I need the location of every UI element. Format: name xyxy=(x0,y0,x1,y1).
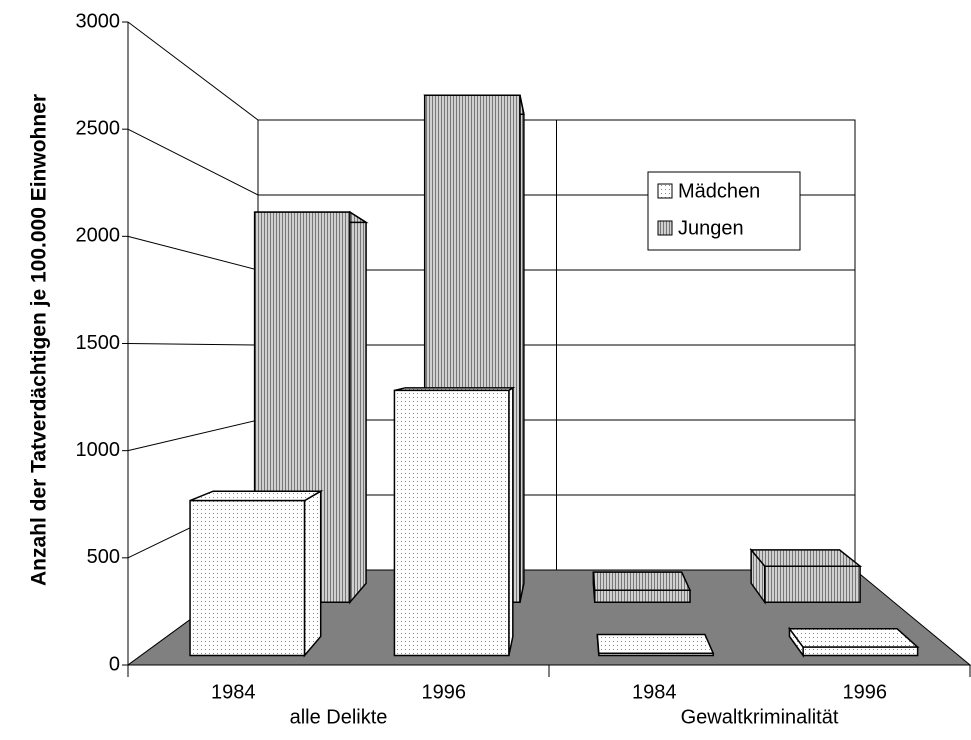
legend-swatch xyxy=(657,220,673,236)
legend-label: Jungen xyxy=(678,217,744,239)
group-label: alle Delikte xyxy=(290,706,388,728)
bar xyxy=(598,652,714,657)
y-tick-label: 2000 xyxy=(76,225,121,247)
grid-line xyxy=(127,21,855,121)
y-tick-label: 500 xyxy=(87,546,120,568)
bar xyxy=(594,589,691,604)
bar-top xyxy=(596,633,715,655)
y-tick-label: 1500 xyxy=(76,332,121,354)
bar-side xyxy=(303,489,322,658)
legend-label: Mädchen xyxy=(678,180,760,202)
y-axis-label: Anzahl der Tatverdächtigen je 100.000 Ei… xyxy=(28,94,51,586)
x-tick-label: 1984 xyxy=(211,681,256,703)
bar-top xyxy=(189,490,324,502)
bar-top xyxy=(749,549,863,567)
bar xyxy=(802,646,919,657)
y-tick-label: 1000 xyxy=(76,439,121,461)
bar xyxy=(189,499,306,657)
y-tick-label: 0 xyxy=(109,653,120,675)
bar-top xyxy=(787,627,920,648)
bar xyxy=(393,389,510,657)
x-tick-label: 1996 xyxy=(422,681,467,703)
bar-top xyxy=(592,571,692,592)
bar xyxy=(764,565,861,604)
group-label: Gewaltkriminalität xyxy=(681,706,839,728)
x-tick-label: 1996 xyxy=(843,681,888,703)
legend-box xyxy=(647,171,801,251)
legend-swatch xyxy=(657,183,673,199)
y-tick-label: 2500 xyxy=(76,117,121,139)
x-tick-label: 1984 xyxy=(632,681,677,703)
bar-side xyxy=(349,210,367,605)
y-tick-label: 3000 xyxy=(76,10,121,32)
